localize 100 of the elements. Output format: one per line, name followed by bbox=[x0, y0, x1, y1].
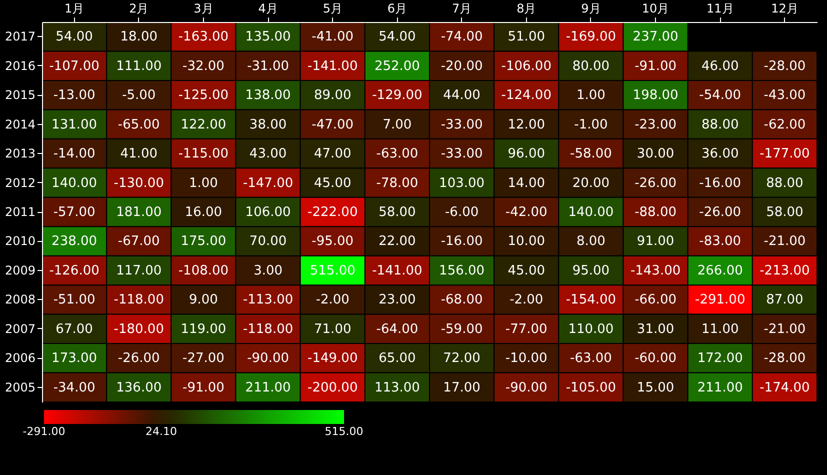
y-tick-label: 2015 bbox=[4, 88, 36, 102]
data-label: 45.00 bbox=[508, 263, 545, 278]
x-tick-label: 7月 bbox=[452, 2, 472, 16]
data-label: 173.00 bbox=[52, 351, 98, 366]
y-tick-label: 2013 bbox=[4, 146, 36, 161]
data-label: -68.00 bbox=[440, 292, 483, 308]
data-label: 65.00 bbox=[378, 351, 416, 366]
data-label: -47.00 bbox=[312, 117, 354, 132]
data-label: 80.00 bbox=[572, 58, 610, 74]
data-label: 67.00 bbox=[56, 322, 93, 337]
data-label: -143.00 bbox=[630, 263, 681, 278]
data-label: 103.00 bbox=[439, 176, 485, 191]
data-label: -106.00 bbox=[501, 58, 552, 74]
x-tick-label: 4月 bbox=[258, 2, 278, 16]
data-label: -154.00 bbox=[566, 292, 616, 308]
data-label: 135.00 bbox=[245, 30, 291, 45]
y-tick-label: 2011 bbox=[4, 205, 36, 219]
data-label: 44.00 bbox=[443, 88, 480, 104]
data-label: 16.00 bbox=[184, 205, 222, 220]
color-bar-label: 24.10 bbox=[146, 425, 178, 438]
data-label: -222.00 bbox=[308, 205, 358, 220]
data-label: -66.00 bbox=[634, 292, 677, 308]
data-label: -291.00 bbox=[695, 292, 746, 308]
data-label: -14.00 bbox=[53, 146, 96, 162]
data-label: -118.00 bbox=[242, 322, 294, 337]
data-label: 46.00 bbox=[702, 58, 739, 74]
x-tick-label: 1月 bbox=[64, 2, 84, 16]
data-label: 41.00 bbox=[120, 146, 158, 162]
data-label: 110.00 bbox=[568, 322, 614, 337]
data-label: 18.00 bbox=[120, 30, 158, 45]
data-label: -43.00 bbox=[764, 88, 806, 104]
data-label: 47.00 bbox=[314, 146, 352, 162]
y-tick-label: 2007 bbox=[4, 322, 36, 336]
data-label: -67.00 bbox=[118, 234, 160, 250]
data-label: 38.00 bbox=[249, 117, 287, 132]
data-label: 20.00 bbox=[572, 176, 610, 191]
data-label: -60.00 bbox=[634, 351, 677, 366]
y-tick-label: 2009 bbox=[4, 263, 36, 278]
data-label: -63.00 bbox=[570, 351, 612, 366]
data-label: 113.00 bbox=[374, 380, 420, 396]
data-label: -180.00 bbox=[114, 322, 164, 337]
data-label: 70.00 bbox=[249, 234, 287, 250]
data-label: 9.00 bbox=[188, 292, 218, 308]
y-tick-label: 2005 bbox=[4, 380, 36, 394]
data-label: 117.00 bbox=[116, 263, 162, 278]
data-label: 89.00 bbox=[314, 88, 352, 104]
data-label: -130.00 bbox=[114, 176, 164, 191]
data-label: -28.00 bbox=[764, 58, 806, 74]
data-label: -64.00 bbox=[376, 322, 418, 337]
data-label: 3.00 bbox=[254, 263, 283, 278]
data-label: 8.00 bbox=[576, 234, 606, 250]
color-bar-label: -291.00 bbox=[22, 425, 66, 438]
data-label: 58.00 bbox=[378, 205, 416, 220]
data-label: 96.00 bbox=[508, 146, 545, 162]
data-label: 106.00 bbox=[245, 205, 291, 220]
data-label: -21.00 bbox=[764, 322, 806, 337]
data-label: 140.00 bbox=[52, 176, 98, 191]
x-tick-label: 5月 bbox=[322, 2, 342, 16]
data-label: 14.00 bbox=[508, 176, 545, 191]
data-label: -91.00 bbox=[634, 58, 677, 74]
data-label: -27.00 bbox=[182, 351, 224, 366]
data-label: 7.00 bbox=[382, 117, 412, 132]
data-label: 43.00 bbox=[249, 146, 287, 162]
data-label: -105.00 bbox=[566, 380, 616, 396]
data-label: -41.00 bbox=[312, 30, 354, 45]
data-label: -169.00 bbox=[566, 30, 616, 45]
data-label: 172.00 bbox=[697, 351, 743, 366]
data-label: -6.00 bbox=[444, 205, 479, 220]
data-label: -1.00 bbox=[574, 117, 608, 132]
x-tick-label: 8月 bbox=[516, 2, 536, 16]
data-label: -20.00 bbox=[440, 58, 483, 74]
data-label: 119.00 bbox=[180, 322, 226, 337]
data-label: -54.00 bbox=[699, 88, 742, 104]
data-label: -118.00 bbox=[114, 292, 164, 308]
data-label: -51.00 bbox=[53, 292, 96, 308]
y-tick-label: 2010 bbox=[4, 234, 36, 248]
data-label: -59.00 bbox=[440, 322, 483, 337]
data-label: -90.00 bbox=[505, 380, 548, 396]
data-label: -91.00 bbox=[182, 380, 224, 396]
data-label: -5.00 bbox=[122, 88, 156, 104]
y-tick-label: 2006 bbox=[4, 351, 36, 366]
x-tick-label: 6月 bbox=[387, 2, 408, 16]
y-tick-label: 2016 bbox=[4, 58, 36, 73]
y-tick-label: 2014 bbox=[4, 117, 36, 132]
data-label: -200.00 bbox=[308, 380, 358, 396]
data-label: 12.00 bbox=[508, 117, 545, 132]
data-label: 252.00 bbox=[374, 58, 420, 74]
data-label: 11.00 bbox=[702, 322, 739, 337]
data-label: 131.00 bbox=[52, 117, 98, 132]
data-label: 136.00 bbox=[116, 380, 162, 396]
data-label: 17.00 bbox=[443, 380, 480, 396]
data-label: -125.00 bbox=[178, 88, 229, 104]
data-label: 122.00 bbox=[180, 117, 226, 132]
data-label: -113.00 bbox=[242, 292, 294, 308]
data-label: 10.00 bbox=[508, 234, 545, 250]
x-tick-label: 11月 bbox=[706, 2, 734, 16]
data-label: 51.00 bbox=[508, 30, 545, 45]
data-label: 88.00 bbox=[766, 176, 804, 191]
data-label: -26.00 bbox=[699, 205, 742, 220]
data-label: -65.00 bbox=[118, 117, 160, 132]
